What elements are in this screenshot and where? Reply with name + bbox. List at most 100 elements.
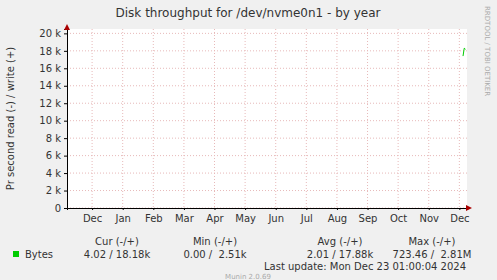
grid-line-x <box>336 29 337 208</box>
y-tick-mark <box>64 121 67 122</box>
x-tick: Jan <box>114 208 130 224</box>
x-tick: Mar <box>175 208 195 224</box>
grid-line-y <box>67 33 467 34</box>
x-tick-label: May <box>235 213 256 224</box>
x-tick-label: Dec <box>450 213 469 224</box>
x-tick-label: Nov <box>419 213 439 224</box>
x-axis: Dec Jan Feb Mar Apr May Jun Jul Aug Sep Oct Nov Dec <box>68 208 470 224</box>
y-tick: 14 k <box>39 80 67 91</box>
grid-line-x <box>459 29 460 208</box>
y-axis: 0 2 k 4 k 6 k 8 k 10 k 12 k 14 k 16 k 18 k 20 k <box>39 28 67 214</box>
grid-line-y <box>67 103 467 104</box>
y-tick: 16 k <box>39 63 67 74</box>
summary-value: 0.00 / 2.51k <box>183 249 246 260</box>
x-tick-label: Dec <box>83 213 102 224</box>
y-tick-mark <box>64 173 67 174</box>
y-tick: 10 k <box>39 115 67 126</box>
grid-line-y <box>67 155 467 156</box>
y-tick-mark <box>64 103 67 104</box>
axis-arrow <box>466 205 472 211</box>
grid-line-y <box>67 50 467 51</box>
x-tick-label: Mar <box>175 213 195 224</box>
watermark: RRDTOOL / TOBI OETIKER <box>483 6 491 96</box>
grid-line-y <box>67 138 467 139</box>
x-tick-mark <box>368 208 369 210</box>
grid-line-x <box>275 29 276 208</box>
x-tick-label: Aug <box>328 213 348 224</box>
title: Disk throughput for /dev/nvme0n1 - by ye… <box>116 6 381 20</box>
y-tick-label: 4 k <box>46 168 62 179</box>
summary-value: 723.46 / 2.81M <box>393 249 472 260</box>
axis-arrow <box>64 24 70 30</box>
x-tick: Oct <box>390 208 407 224</box>
x-tick-mark <box>306 208 307 210</box>
x-tick: Jun <box>267 208 284 224</box>
grid-line-y <box>67 190 467 191</box>
y-tick-label: 20 k <box>39 28 61 39</box>
summary-value: 2.01 / 17.88k <box>307 249 374 260</box>
grid-line-y <box>67 68 467 69</box>
x-tick: Dec <box>83 208 102 224</box>
y-tick-mark <box>64 191 67 192</box>
background <box>0 0 497 280</box>
grid-line-x <box>367 29 368 208</box>
y-tick-mark <box>64 138 67 139</box>
y-tick: 2 k <box>46 185 67 196</box>
series-line <box>463 48 465 56</box>
grid-line-x <box>92 29 93 208</box>
y-tick-label: 6 k <box>46 150 62 161</box>
grid-line-x <box>153 29 154 208</box>
grid-line-y <box>67 120 467 121</box>
grid-line-x <box>122 29 123 208</box>
x-tick-mark <box>459 208 460 210</box>
x-tick-mark <box>123 208 124 210</box>
grid-line-x <box>183 29 184 208</box>
y-tick-label: 0 <box>55 203 61 214</box>
y-axis-title: Pr second read (-) / write (+) <box>5 47 16 190</box>
plot-area <box>67 29 467 208</box>
grid-line-x <box>245 29 246 208</box>
x-axis-line <box>68 209 468 211</box>
y-tick: 12 k <box>39 98 67 109</box>
y-tick-mark <box>64 51 67 52</box>
y-tick-label: 14 k <box>39 80 61 91</box>
x-tick: Sep <box>359 208 378 224</box>
x-tick-mark <box>245 208 246 210</box>
y-tick: 20 k <box>39 28 67 39</box>
x-tick-mark <box>276 208 277 210</box>
summary-header: Max (-/+) <box>408 236 455 247</box>
x-tick-label: Jul <box>300 213 313 224</box>
x-tick: Aug <box>328 208 348 224</box>
grid-line-y <box>67 173 467 174</box>
y-tick-mark <box>64 156 67 157</box>
x-tick: Jul <box>300 208 313 224</box>
x-tick-label: Oct <box>390 213 407 224</box>
series-group <box>463 48 465 56</box>
y-tick: 4 k <box>46 168 67 179</box>
y-tick: 8 k <box>46 133 67 144</box>
grid-line-x <box>306 29 307 208</box>
summary-header: Avg (-/+) <box>318 236 363 247</box>
x-tick: May <box>235 208 256 224</box>
legend-swatch <box>13 251 19 257</box>
x-tick-mark <box>92 208 93 210</box>
y-tick: 6 k <box>46 150 67 161</box>
y-tick-mark <box>64 33 67 34</box>
x-tick-mark <box>337 208 338 210</box>
chart: 0 2 k 4 k 6 k 8 k 10 k 12 k 14 k 16 k 18 k 20 k Dec… <box>0 0 497 280</box>
y-tick-mark <box>64 208 67 209</box>
grid-line-x <box>428 29 429 208</box>
x-tick: Apr <box>206 208 224 224</box>
y-tick-label: 16 k <box>39 63 61 74</box>
x-tick-mark <box>184 208 185 210</box>
y-axis-line <box>64 30 68 209</box>
x-tick-mark <box>215 208 216 210</box>
x-tick-label: Feb <box>145 213 163 224</box>
summary-header: Min (-/+) <box>193 236 237 247</box>
y-tick-label: 18 k <box>39 46 61 57</box>
summary-value: 4.02 / 18.18k <box>84 249 151 260</box>
y-tick-mark <box>64 68 67 69</box>
y-tick: 18 k <box>39 46 67 57</box>
x-tick: Feb <box>145 208 163 224</box>
legend-label: Bytes <box>25 249 53 260</box>
